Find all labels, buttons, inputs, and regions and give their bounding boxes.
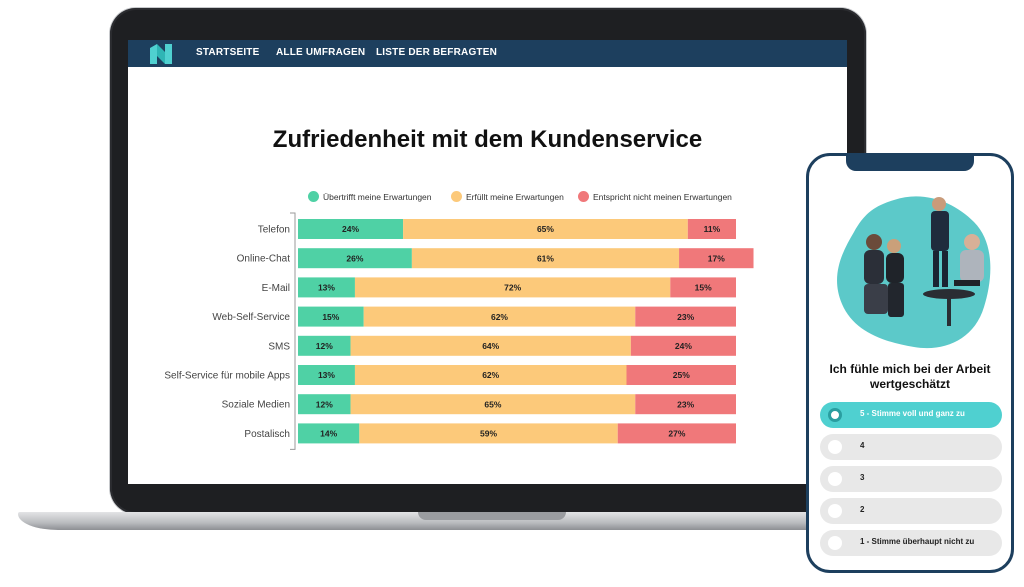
bar-segment-red[interactable]: [635, 394, 736, 415]
legend-label: Erfüllt meine Erwartungen: [466, 191, 564, 202]
answer-option[interactable]: 5 - Stimme voll und ganz zu: [820, 402, 1002, 428]
bar-value-label: 72%: [504, 283, 521, 293]
bar-segment-red[interactable]: [635, 306, 736, 327]
bar-segment-red[interactable]: [617, 423, 736, 444]
chart-title: Zufriedenheit mit dem Kundenservice: [272, 126, 703, 153]
person-figure-right: [954, 234, 984, 286]
top-navbar: STARTSEITE ALLE UMFRAGEN LISTE DER BEFRA…: [128, 40, 847, 67]
bar-segment-green[interactable]: [298, 248, 412, 269]
answer-option-label: 5 - Stimme voll und ganz zu: [860, 409, 965, 418]
phone-notch: [846, 153, 974, 171]
legend-item-exceeds: Übertrifft meine Erwartungen: [308, 191, 432, 202]
laptop-hinge-notch: [418, 512, 566, 520]
bar-value-label: 59%: [480, 429, 497, 439]
nav-liste-der-befragten[interactable]: LISTE DER BEFRAGTEN: [376, 47, 498, 58]
bar-segment-yellow[interactable]: [411, 248, 680, 269]
person-figure-middle: [886, 239, 904, 317]
bar-value-label: 23%: [677, 312, 694, 322]
bar-value-label: 12%: [316, 341, 333, 351]
category-label: E-Mail: [262, 283, 290, 294]
bar-value-label: 62%: [491, 312, 508, 322]
bar-segment-green[interactable]: [298, 365, 355, 385]
bar-segment-yellow[interactable]: [354, 365, 627, 385]
bar-value-label: 64%: [482, 341, 499, 351]
bar-segment-red[interactable]: [626, 365, 737, 385]
person-figure-standing: [931, 197, 949, 287]
bar-value-label: 13%: [318, 283, 335, 293]
legend-label: Entspricht nicht meinen Erwartungen: [593, 191, 732, 202]
bar-segment-red[interactable]: [679, 248, 754, 269]
bar-value-label: 25%: [673, 370, 690, 380]
app-logo-icon[interactable]: [150, 44, 172, 64]
answer-option[interactable]: 3: [820, 466, 1002, 492]
stacked-bar-chart: Telefon 24% 65% 11% Online-Chat 26% 61% 17% E-Ma…: [164, 212, 754, 450]
radio-button[interactable]: [828, 472, 842, 486]
laptop-base: [18, 512, 968, 530]
bar-segment-yellow[interactable]: [359, 423, 618, 444]
legend-dot-red: [578, 191, 589, 202]
laptop-screen: STARTSEITE ALLE UMFRAGEN LISTE DER BEFRA…: [128, 40, 847, 484]
team-photo-illustration: [837, 196, 991, 349]
answer-option-label: 3: [860, 473, 865, 482]
bar-segment-yellow[interactable]: [363, 306, 636, 327]
bar-value-label: 23%: [677, 399, 694, 409]
radio-button[interactable]: [828, 536, 842, 550]
bar-segment-red[interactable]: [630, 335, 736, 356]
category-label: Telefon: [258, 225, 290, 236]
bar-segment-yellow[interactable]: [350, 335, 631, 356]
legend-dot-green: [308, 191, 319, 202]
bar-segment-green[interactable]: [298, 277, 355, 298]
category-label: Self-Service für mobile Apps: [164, 371, 290, 382]
bar-segment-green[interactable]: [298, 219, 404, 239]
bar-value-label: 11%: [704, 224, 721, 234]
bar-value-label: 13%: [318, 370, 335, 380]
bar-value-label: 27%: [668, 429, 685, 439]
y-axis-line: [290, 212, 296, 450]
bar-value-label: 14%: [320, 429, 337, 439]
nav-alle-umfragen[interactable]: ALLE UMFRAGEN: [276, 47, 366, 58]
legend-item-meets: Erfüllt meine Erwartungen: [451, 191, 564, 202]
category-label: Web-Self-Service: [212, 312, 290, 323]
legend-dot-yellow: [451, 191, 462, 202]
bar-value-label: 24%: [675, 341, 692, 351]
radio-button[interactable]: [828, 504, 842, 518]
category-label: Online-Chat: [237, 254, 291, 265]
bar-value-label: 62%: [482, 370, 499, 380]
nav-startseite[interactable]: STARTSEITE: [196, 47, 260, 58]
table-icon: [923, 289, 975, 326]
legend-label: Übertrifft meine Erwartungen: [323, 191, 432, 202]
answer-option[interactable]: 1 - Stimme überhaupt nicht zu: [820, 530, 1002, 556]
radio-button[interactable]: [828, 408, 842, 422]
answer-option[interactable]: 2: [820, 498, 1002, 524]
bar-segment-red[interactable]: [687, 219, 736, 239]
category-label: Soziale Medien: [222, 400, 290, 411]
bar-segment-red[interactable]: [670, 277, 736, 298]
bar-value-label: 15%: [322, 312, 339, 322]
bar-value-label: 61%: [537, 253, 554, 263]
bar-value-label: 15%: [695, 283, 712, 293]
answer-option-label: 2: [860, 505, 865, 514]
bar-value-label: 17%: [708, 253, 725, 263]
bar-segment-yellow[interactable]: [403, 219, 688, 239]
bar-segment-green[interactable]: [298, 423, 360, 444]
bar-value-label: 65%: [537, 224, 554, 234]
person-figure-left: [864, 234, 888, 314]
answer-option-label: 1 - Stimme überhaupt nicht zu: [860, 537, 975, 546]
radio-button[interactable]: [828, 440, 842, 454]
bar-value-label: 26%: [346, 253, 363, 263]
bar-value-label: 24%: [342, 224, 359, 234]
bar-segment-green[interactable]: [298, 335, 351, 356]
survey-question: Ich fühle mich bei der Arbeit wertgeschä…: [829, 362, 991, 391]
category-label: SMS: [268, 341, 290, 352]
answer-option[interactable]: 4: [820, 434, 1002, 460]
bar-segment-green[interactable]: [298, 394, 351, 415]
legend-item-below: Entspricht nicht meinen Erwartungen: [578, 191, 732, 202]
answer-option-label: 4: [860, 441, 865, 450]
bar-value-label: 65%: [484, 399, 501, 409]
bar-segment-yellow[interactable]: [350, 394, 636, 415]
bar-segment-green[interactable]: [298, 306, 364, 327]
bar-segment-yellow[interactable]: [354, 277, 671, 298]
bar-value-label: 12%: [316, 399, 333, 409]
category-label: Postalisch: [244, 429, 290, 440]
